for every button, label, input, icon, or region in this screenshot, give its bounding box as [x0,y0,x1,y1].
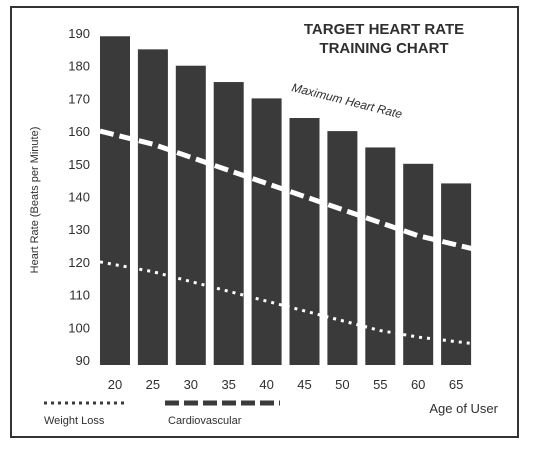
y-tick-160: 160 [68,124,90,139]
x-tick-25: 25 [146,377,160,392]
title-line-1: TARGET HEART RATE [304,21,464,38]
y-tick-90: 90 [76,353,90,368]
bar-age-20 [100,36,130,366]
x-tick-60: 60 [411,377,425,392]
y-axis-ticks: 190 180 170 160 150 140 130 120 110 100 90 [68,26,90,368]
max-heart-rate-annotation: Maximum Heart Rate [290,80,404,121]
x-tick-50: 50 [335,377,349,392]
y-tick-140: 140 [68,190,90,205]
x-tick-40: 40 [259,377,273,392]
bar-age-30 [175,65,206,365]
title-line-2: TRAINING CHART [319,40,448,57]
bar-series [100,36,472,366]
legend: Weight Loss Cardiovascular [44,400,280,427]
bar-age-45 [289,118,320,366]
bar-age-25 [137,49,168,365]
y-tick-100: 100 [68,320,90,335]
y-axis-label: Heart Rate (Beats per Minute) [29,127,41,274]
chart-title: TARGET HEART RATE TRAINING CHART [304,21,464,57]
zone-lines [99,128,474,346]
x-tick-30: 30 [184,377,198,392]
x-tick-35: 35 [221,377,235,392]
x-axis-label: Age of User [429,401,498,416]
y-tick-190: 190 [68,26,90,41]
x-tick-45: 45 [297,377,311,392]
x-axis-ticks: 20 25 30 35 40 45 50 55 60 65 [108,377,464,392]
bar-age-60 [403,163,434,365]
bar-age-65 [441,183,472,365]
legend-label-weight-loss: Weight Loss [44,415,105,427]
bar-age-50 [327,131,358,365]
bar-age-35 [213,82,244,366]
y-tick-110: 110 [69,288,90,303]
y-tick-130: 130 [68,222,90,237]
y-tick-170: 170 [68,91,90,106]
y-tick-150: 150 [68,157,90,172]
bar-age-40 [251,98,282,366]
chart-frame [10,6,519,438]
x-tick-20: 20 [108,377,122,392]
weight-loss-line [99,260,474,346]
y-tick-180: 180 [68,59,90,74]
x-tick-55: 55 [373,377,387,392]
bar-age-55 [365,147,396,365]
y-tick-120: 120 [68,255,90,270]
x-tick-65: 65 [449,377,463,392]
legend-label-cardiovascular: Cardiovascular [168,415,242,427]
